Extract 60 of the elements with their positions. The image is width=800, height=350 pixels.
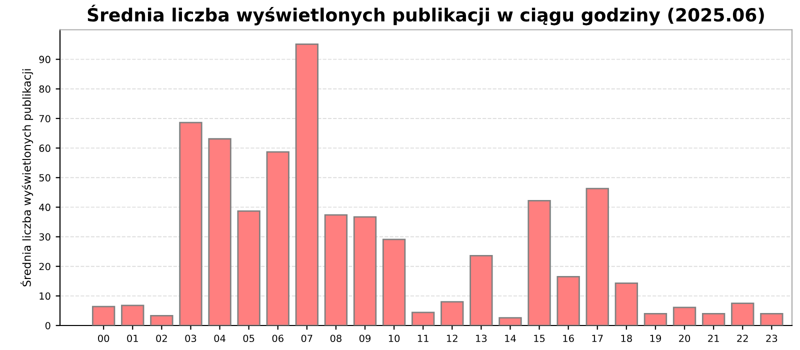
y-tick-label: 0	[45, 322, 50, 330]
x-tick-label: 14	[505, 334, 516, 342]
y-tick-label: 90	[39, 56, 50, 64]
x-tick-label: 19	[650, 334, 661, 342]
x-tick-label: 07	[301, 334, 312, 342]
x-tick-label: 11	[418, 334, 428, 342]
y-tick-label: 70	[39, 114, 50, 122]
bar	[179, 122, 202, 326]
x-tick-label: 12	[447, 334, 458, 342]
bar	[382, 238, 406, 326]
bar	[702, 312, 726, 326]
x-tick-label: 16	[563, 334, 574, 342]
x-tick-label: 05	[243, 334, 254, 342]
x-tick-label: 22	[737, 334, 748, 342]
bar	[266, 151, 290, 326]
bar	[672, 306, 696, 326]
x-tick-label: 17	[592, 334, 603, 342]
x-tick-label: 09	[359, 334, 370, 342]
x-tick-label: 23	[766, 334, 778, 342]
bar	[760, 312, 784, 326]
bar	[440, 301, 464, 326]
x-tick-label: 00	[98, 334, 110, 342]
bar	[92, 306, 116, 326]
y-tick-label: 10	[40, 292, 50, 300]
y-tick-label: 50	[39, 174, 50, 182]
y-tick-label: 80	[39, 85, 50, 93]
x-tick-label: 04	[214, 334, 226, 342]
bar	[412, 312, 435, 326]
bar	[121, 304, 144, 326]
y-axis-title: Średnia liczba wyświetlonych publikacji	[20, 69, 34, 286]
bar	[324, 214, 348, 326]
bar	[644, 312, 668, 326]
y-tick-label: 60	[39, 144, 50, 152]
x-tick-label: 18	[621, 334, 632, 342]
y-tick-label: 40	[39, 204, 50, 212]
x-tick-label: 21	[708, 334, 719, 342]
y-tick-label: 20	[39, 262, 50, 270]
bar	[237, 210, 260, 326]
bar	[614, 282, 638, 326]
x-tick-label: 01	[127, 334, 138, 342]
y-tick-label: 30	[39, 233, 50, 241]
chart-title: Średnia liczba wyświetlonych publikacji w ciągu godziny (2025.06)	[88, 4, 764, 26]
bar	[208, 138, 232, 326]
x-tick-label: 15	[534, 334, 545, 342]
bar	[731, 302, 754, 326]
bar	[470, 255, 493, 326]
x-tick-label: 10	[388, 334, 400, 342]
x-tick-label: 06	[272, 334, 284, 342]
bar	[353, 216, 377, 326]
bar	[498, 317, 522, 326]
x-tick-label: 08	[330, 334, 342, 342]
bar	[528, 200, 551, 326]
bar	[150, 315, 174, 326]
x-tick-label: 02	[156, 334, 167, 342]
bar	[556, 276, 580, 326]
x-tick-label: 20	[679, 334, 690, 342]
x-tick-label: 03	[185, 334, 196, 342]
bar	[586, 188, 609, 326]
x-tick-label: 13	[476, 334, 487, 342]
bar	[295, 44, 318, 326]
